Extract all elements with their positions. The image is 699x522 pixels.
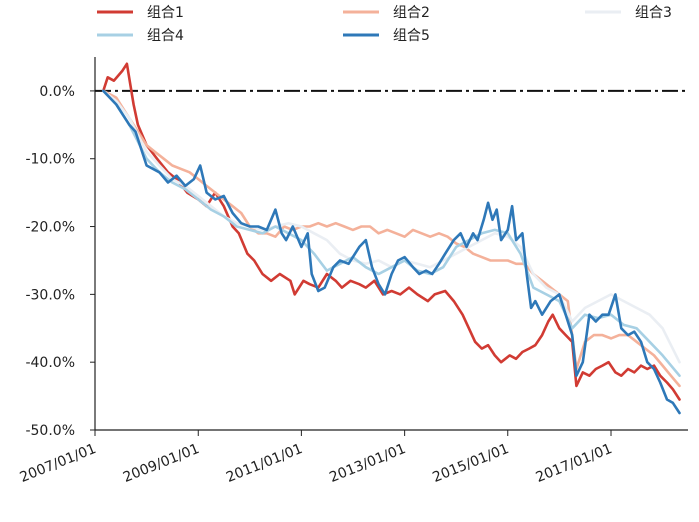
x-tick-label: 2007/01/01 [18, 441, 99, 486]
series-line-2 [102, 89, 681, 388]
legend-label-3: 组合3 [635, 5, 672, 21]
y-tick-label: 0.0% [39, 84, 75, 100]
y-tick-label: -20.0% [25, 220, 75, 236]
legend-label-1: 组合1 [147, 5, 184, 21]
x-tick-label: 2009/01/01 [121, 441, 202, 486]
axes: 0.0% -10.0% -20.0% -30.0% -40.0% -50.0% 2007/0… [18, 57, 688, 486]
y-tick-label: -40.0% [25, 355, 75, 371]
series-line-4 [102, 89, 681, 377]
series-lines [102, 62, 681, 415]
x-tick-label: 2011/01/01 [224, 441, 305, 486]
y-tick-label: -30.0% [25, 287, 75, 303]
x-tick-label: 2013/01/01 [327, 441, 408, 486]
y-tick-label: -10.0% [25, 152, 75, 168]
series-line-5 [102, 89, 681, 415]
y-tick-label: -50.0% [25, 423, 75, 439]
x-tick-label: 2017/01/01 [534, 441, 615, 486]
legend-label-4: 组合4 [147, 28, 184, 44]
legend: 组合1 组合2 组合3 组合4 组合5 [97, 5, 672, 44]
legend-label-2: 组合2 [393, 5, 430, 21]
legend-label-5: 组合5 [393, 28, 430, 44]
x-tick-label: 2015/01/01 [430, 441, 511, 486]
series-line-3 [102, 89, 681, 364]
